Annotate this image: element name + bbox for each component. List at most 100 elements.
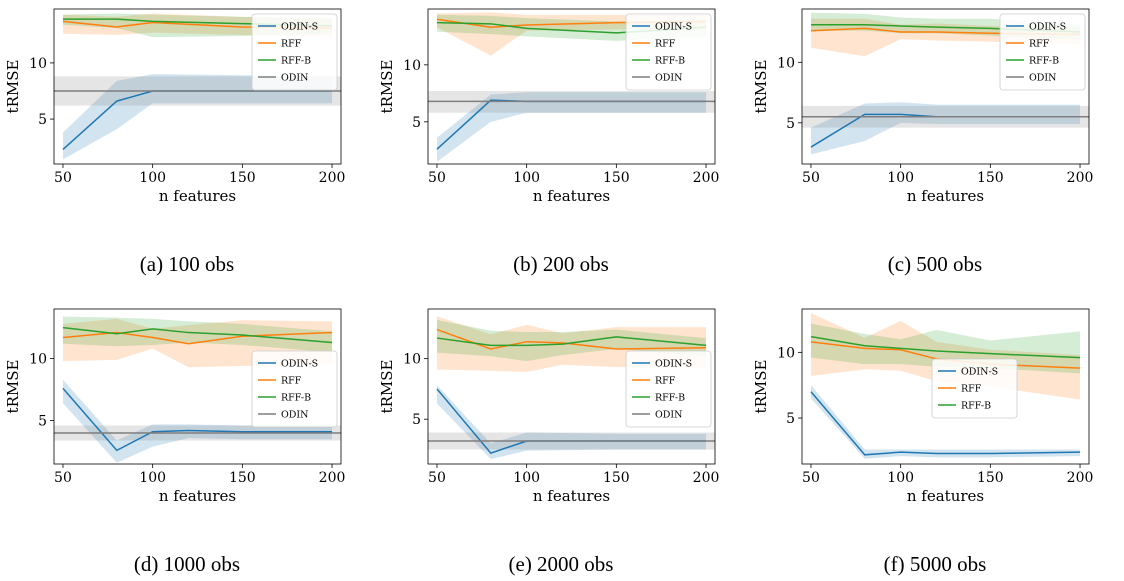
- chart-f: 50 100 150 200 5 10 n features tRMSE ODIN-S RFF RF…: [752, 308, 1094, 505]
- x-tick-label: 200: [319, 170, 346, 186]
- band-odin-s: [62, 379, 333, 463]
- x-tick-label: 100: [139, 470, 166, 486]
- y-axis-label: tRMSE: [752, 60, 770, 114]
- x-tick-label: 100: [139, 170, 166, 186]
- x-axis-label: n features: [907, 487, 984, 505]
- legend-box: [251, 350, 338, 428]
- legend-box: [251, 13, 338, 91]
- x-tick-label: 150: [229, 170, 256, 186]
- caption-d: (d) 1000 obs: [133, 552, 241, 576]
- caption-e: (e) 2000 obs: [508, 552, 614, 576]
- x-tick-label: 50: [802, 170, 820, 186]
- x-axis-label: n features: [907, 187, 984, 205]
- x-tick-label: 100: [513, 470, 540, 486]
- y-tick-label: 5: [38, 414, 47, 430]
- chart-a: 50 100 150 200 5 10 n features tRMSE ODIN-S RFF RF…: [4, 8, 346, 205]
- legend-label-rff-b: RFF-B: [1029, 56, 1059, 67]
- legend-label-odin-s: ODIN-S: [655, 359, 692, 370]
- y-tick-label: 10: [403, 352, 421, 368]
- legend-label-rff-b: RFF-B: [281, 393, 311, 404]
- x-axis-label: n features: [533, 187, 610, 205]
- band-odin-s: [810, 102, 1081, 155]
- x-tick-label: 50: [428, 470, 446, 486]
- x-axis-label: n features: [533, 487, 610, 505]
- axes-frame: [427, 308, 716, 465]
- x-tick-label: 150: [229, 470, 256, 486]
- y-tick-label: 5: [786, 116, 795, 132]
- legend-label-rff-b: RFF-B: [961, 401, 991, 412]
- subplot-e: 50 100 150 200 5 10 n features tRMSE ODIN-S RFF RF…: [374, 300, 748, 581]
- axes-frame: [53, 308, 342, 465]
- band-odin-s: [436, 92, 707, 162]
- line-rff-b: [810, 335, 1081, 359]
- band-odin-s: [62, 74, 333, 160]
- line-rff-b: [436, 336, 707, 347]
- x-tick-label: 50: [54, 170, 72, 186]
- legend-box: [931, 358, 1018, 419]
- y-tick-label: 10: [403, 58, 421, 74]
- axes-frame: [801, 8, 1090, 165]
- legend-label-rff: RFF: [961, 384, 982, 395]
- chart-d: 50 100 150 200 5 10 n features tRMSE ODIN-S RFF RF…: [4, 308, 346, 505]
- y-tick-label: 10: [29, 56, 47, 72]
- subplot-b: 50 100 150 200 5 10 n features tRMSE ODIN-S RFF RF…: [374, 0, 748, 290]
- y-axis-label: tRMSE: [378, 60, 396, 114]
- legend-label-odin-s: ODIN-S: [281, 22, 318, 33]
- legend-label-odin-s: ODIN-S: [655, 22, 692, 33]
- legend-label-odin: ODIN: [655, 410, 682, 421]
- x-tick-label: 200: [319, 470, 346, 486]
- y-tick-label: 5: [412, 115, 421, 131]
- y-axis-label: tRMSE: [4, 360, 22, 414]
- x-tick-label: 150: [977, 470, 1004, 486]
- line-odin-s: [810, 391, 1081, 456]
- legend-box: [999, 13, 1086, 91]
- line-rff-b: [62, 326, 333, 344]
- legend-label-rff: RFF: [281, 39, 302, 50]
- legend-label-rff-b: RFF-B: [655, 56, 685, 67]
- legend-label-odin-s: ODIN-S: [961, 367, 998, 378]
- legend-label-rff-b: RFF-B: [655, 393, 685, 404]
- x-tick-label: 150: [603, 470, 630, 486]
- legend-box: [625, 13, 712, 91]
- legend-label-rff-b: RFF-B: [281, 56, 311, 67]
- x-axis-label: n features: [159, 187, 236, 205]
- axes-frame: [53, 8, 342, 165]
- x-tick-label: 100: [887, 470, 914, 486]
- y-tick-label: 5: [786, 411, 795, 427]
- axes-frame: [427, 8, 716, 165]
- legend-label-rff: RFF: [655, 39, 676, 50]
- x-tick-label: 50: [428, 170, 446, 186]
- x-tick-label: 200: [1067, 470, 1094, 486]
- legend-box: [625, 350, 712, 428]
- y-tick-label: 10: [777, 55, 795, 71]
- caption-c: (c) 500 obs: [887, 252, 983, 276]
- subplot-d: 50 100 150 200 5 10 n features tRMSE ODIN-S RFF RF…: [0, 300, 374, 581]
- line-odin-s: [62, 387, 333, 452]
- caption-a: (a) 100 obs: [139, 252, 235, 276]
- x-tick-label: 150: [977, 170, 1004, 186]
- y-tick-label: 5: [38, 112, 47, 128]
- legend-label-odin: ODIN: [281, 410, 308, 421]
- legend-label-odin: ODIN: [281, 73, 308, 84]
- x-tick-label: 50: [802, 470, 820, 486]
- x-tick-label: 100: [887, 170, 914, 186]
- y-axis-label: tRMSE: [4, 60, 22, 114]
- y-axis-label: tRMSE: [378, 360, 396, 414]
- x-tick-label: 50: [54, 470, 72, 486]
- chart-c: 50 100 150 200 5 10 n features tRMSE ODIN-S RFF RF…: [752, 8, 1093, 205]
- axes-frame: [801, 308, 1090, 465]
- y-tick-label: 5: [412, 412, 421, 428]
- legend-label-rff: RFF: [1029, 39, 1050, 50]
- legend-label-odin: ODIN: [655, 73, 682, 84]
- band-rff-b: [62, 316, 333, 353]
- line-rff: [436, 328, 707, 350]
- x-tick-label: 100: [513, 170, 540, 186]
- caption-f: (f) 5000 obs: [883, 552, 987, 576]
- legend-label-rff: RFF: [281, 376, 302, 387]
- subplot-a: 50 100 150 200 5 10 n features tRMSE ODIN-S RFF RF…: [0, 0, 374, 290]
- legend-label-odin-s: ODIN-S: [1029, 22, 1066, 33]
- y-tick-label: 10: [29, 352, 47, 368]
- chart-b: 50 100 150 200 5 10 n features tRMSE ODIN-S RFF RF…: [378, 8, 719, 205]
- legend-label-rff: RFF: [655, 376, 676, 387]
